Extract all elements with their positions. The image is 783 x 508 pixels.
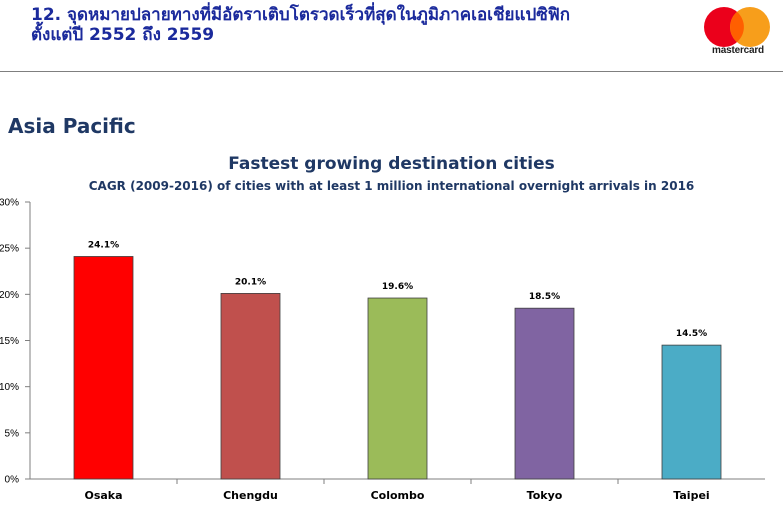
y-tick-label: 0% <box>5 475 20 486</box>
section-heading: Asia Pacific <box>8 114 136 138</box>
bar-tokyo <box>514 307 575 480</box>
chart-subtitle: CAGR (2009-2016) of cities with at least… <box>88 179 695 193</box>
slide-title-line-1: 12. จุดหมายปลายทางที่มีอัตราเติบโตรวดเร็… <box>31 5 571 25</box>
y-tick-label: 20% <box>0 290 19 301</box>
mastercard-logo <box>704 7 770 47</box>
y-tick-label: 10% <box>0 382 19 393</box>
bar-chart: 0% 5% 10% 15% 20% 25% 30% 24.1% Osaka 20.1% Chengd… <box>0 198 765 502</box>
category-label: Colombo <box>371 489 425 502</box>
data-label: 20.1% <box>235 277 266 287</box>
bar-chengdu <box>220 293 281 480</box>
category-label: Tokyo <box>527 489 563 502</box>
category-label: Chengdu <box>223 489 278 502</box>
data-label: 24.1% <box>88 240 119 250</box>
header-divider <box>0 71 783 72</box>
data-label: 19.6% <box>382 282 413 292</box>
y-tick-label: 5% <box>5 428 20 439</box>
mastercard-overlap <box>730 11 744 43</box>
chart-title: Fastest growing destination cities <box>228 154 555 174</box>
slide-title-line-2: ตั้งแต่ปี 2552 ถึง 2559 <box>31 25 215 45</box>
category-label: Taipei <box>673 489 709 502</box>
y-tick-label: 25% <box>0 244 19 255</box>
bar-colombo <box>367 297 428 480</box>
y-tick-label: 30% <box>0 198 19 209</box>
data-label: 14.5% <box>676 329 707 339</box>
data-label: 18.5% <box>529 292 560 302</box>
bar-taipei <box>661 344 722 480</box>
category-label: Osaka <box>84 489 122 502</box>
mastercard-wordmark: mastercard <box>712 45 764 56</box>
y-tick-label: 15% <box>0 336 19 347</box>
slide-title: 12. จุดหมายปลายทางที่มีอัตราเติบโตรวดเร็… <box>31 5 681 45</box>
bar-osaka <box>73 256 134 480</box>
